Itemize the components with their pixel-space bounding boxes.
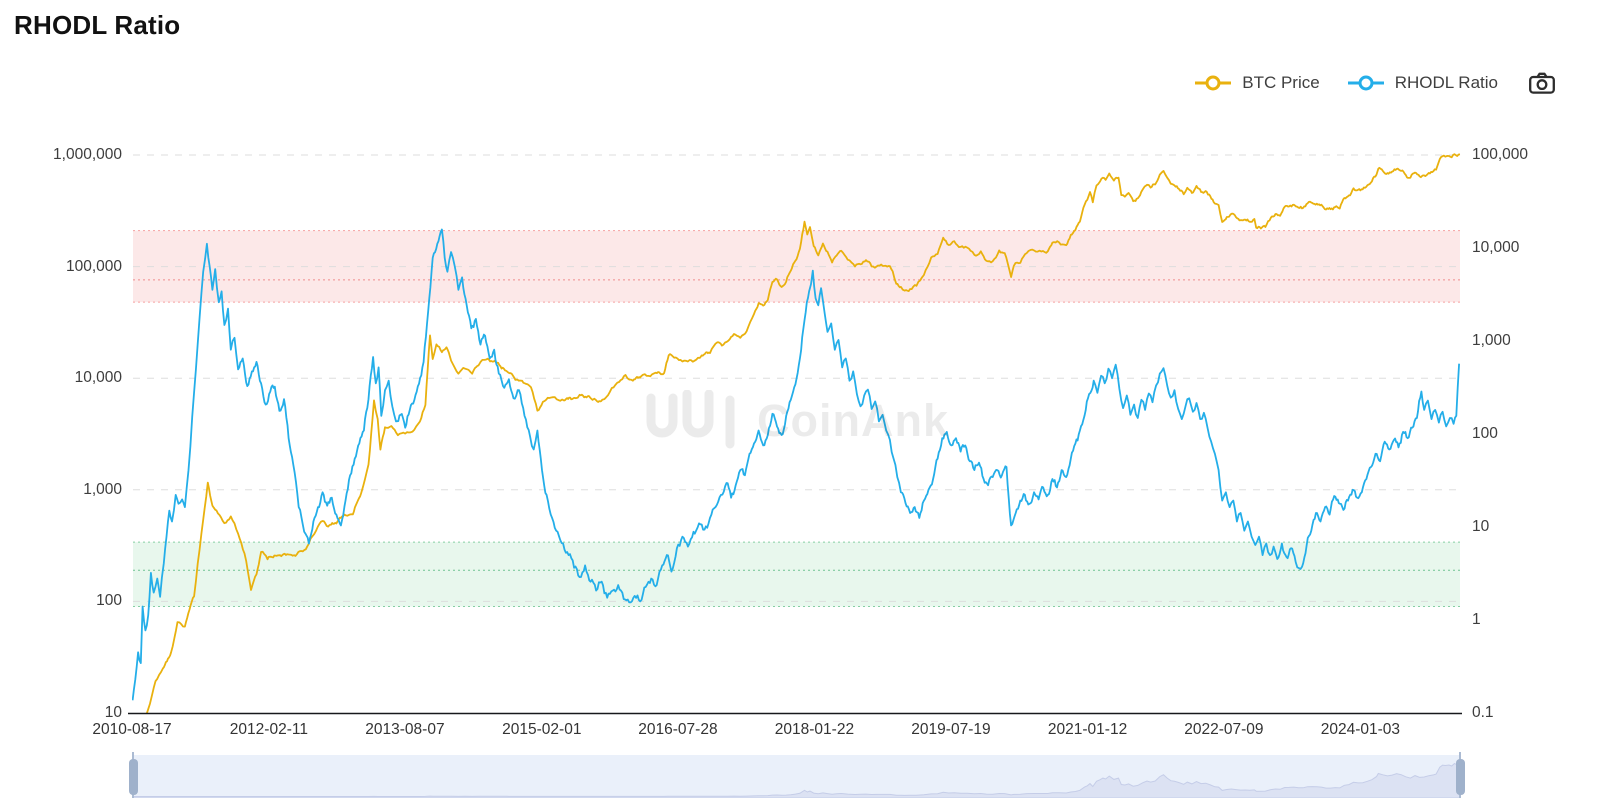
y-axis-right-tick: 100,000 <box>1472 146 1529 163</box>
legend: BTC Price RHODL Ratio <box>1193 70 1556 96</box>
x-axis-tick: 2024-01-03 <box>1320 721 1401 738</box>
y-axis-left-tick: 10 <box>104 704 122 721</box>
y-axis-left-tick: 100,000 <box>65 257 122 275</box>
x-axis-tick: 2018-01-22 <box>774 721 855 738</box>
series-line-btc-price <box>145 153 1461 714</box>
datazoom-handle-left[interactable] <box>128 752 138 798</box>
y-axis-right-tick: 100 <box>1472 425 1498 442</box>
series-line-rhodl-ratio <box>132 228 1460 701</box>
y-axis-left-tick: 1,000,000 <box>53 146 122 163</box>
btc-price-series-marker-icon <box>1195 75 1232 91</box>
undervalued-zone-band <box>133 542 1460 607</box>
x-axis-tick: 2010-08-17 <box>92 721 172 738</box>
x-axis-tick: 2013-08-07 <box>365 721 445 738</box>
y-axis-right-tick: 1 <box>1472 611 1481 628</box>
x-axis-tick: 2019-07-19 <box>911 721 991 738</box>
legend-label-btc-price: BTC Price <box>1242 73 1320 92</box>
legend-item-btc-price[interactable]: BTC Price <box>1193 73 1320 93</box>
y-axis-right-tick: 0.1 <box>1472 704 1494 721</box>
chart-plot <box>128 153 1462 715</box>
datazoom-slider[interactable] <box>131 755 1461 798</box>
rhodl-ratio-series-marker-icon <box>1347 75 1384 91</box>
camera-icon[interactable] <box>1528 70 1556 96</box>
x-axis-tick: 2022-07-09 <box>1184 721 1264 738</box>
x-axis-tick: 2012-02-11 <box>229 721 308 738</box>
page-title: RHODL Ratio <box>14 10 181 40</box>
y-axis-left-tick: 1,000 <box>83 480 122 498</box>
datazoom-handle-right[interactable] <box>1455 752 1465 798</box>
y-axis-left-tick: 10,000 <box>74 369 122 387</box>
legend-item-rhodl-ratio[interactable]: RHODL Ratio <box>1346 73 1498 93</box>
x-axis-tick: 2021-01-12 <box>1047 721 1128 738</box>
x-axis-tick: 2015-02-01 <box>502 721 582 738</box>
y-axis-right-tick: 10 <box>1472 518 1490 535</box>
legend-label-rhodl-ratio: RHODL Ratio <box>1394 73 1498 92</box>
x-axis-tick: 2016-07-28 <box>638 721 718 738</box>
datazoom-preview <box>131 762 1461 798</box>
y-axis-left-tick: 100 <box>96 592 122 610</box>
y-axis-right-tick: 10,000 <box>1472 239 1520 256</box>
y-axis-right-tick: 1,000 <box>1472 332 1511 349</box>
